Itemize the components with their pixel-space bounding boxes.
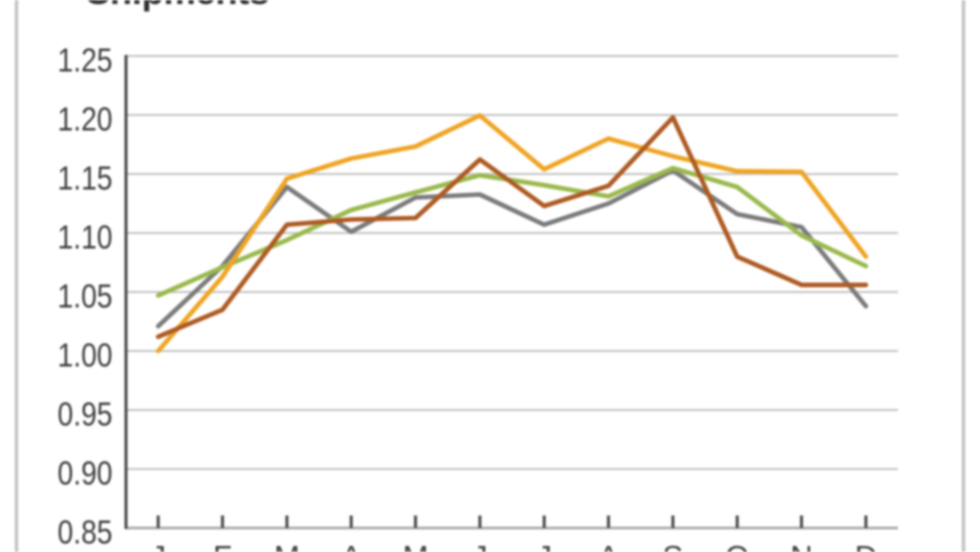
svg-text:D: D xyxy=(855,539,877,552)
svg-text:1.05: 1.05 xyxy=(58,278,113,315)
svg-text:O: O xyxy=(725,539,749,552)
svg-text:M: M xyxy=(403,539,429,552)
svg-text:N: N xyxy=(790,539,812,552)
svg-text:F: F xyxy=(213,539,232,552)
svg-text:0.90: 0.90 xyxy=(58,455,113,492)
svg-text:0.95: 0.95 xyxy=(58,396,113,433)
svg-text:Shipments: Shipments xyxy=(86,0,269,12)
svg-text:A: A xyxy=(598,539,619,552)
svg-text:1.00: 1.00 xyxy=(58,337,113,374)
svg-text:0.85: 0.85 xyxy=(58,514,113,551)
svg-text:1.10: 1.10 xyxy=(58,219,113,256)
svg-text:J: J xyxy=(472,539,488,552)
svg-text:J: J xyxy=(536,539,552,552)
svg-text:M: M xyxy=(274,539,300,552)
svg-text:S: S xyxy=(663,539,684,552)
svg-text:1.25: 1.25 xyxy=(58,42,113,79)
svg-text:A: A xyxy=(341,539,362,552)
svg-text:1.20: 1.20 xyxy=(58,101,113,138)
svg-text:1.15: 1.15 xyxy=(58,160,113,197)
svg-text:J: J xyxy=(150,539,166,552)
